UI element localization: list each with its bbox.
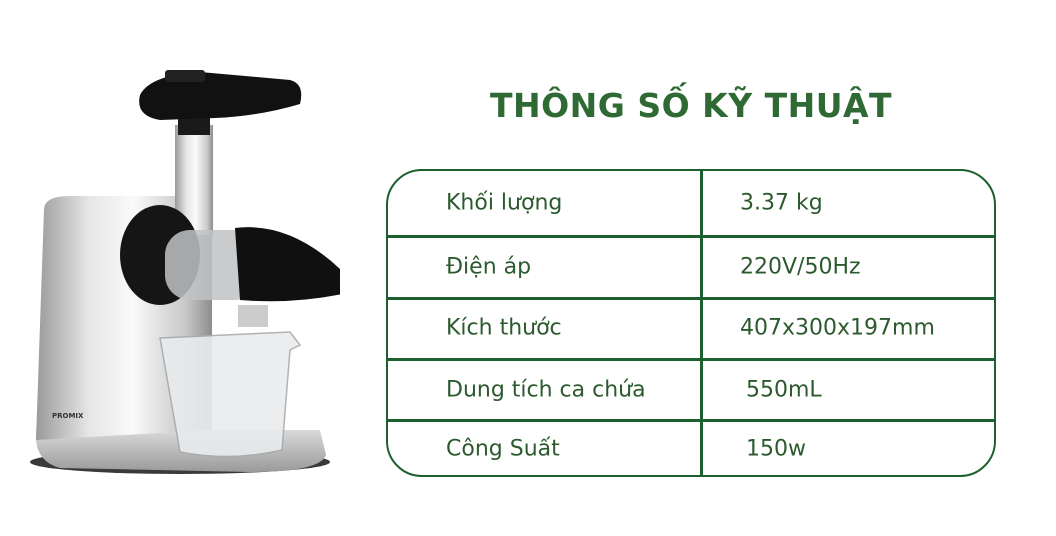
spec-label: Dung tích ca chứa xyxy=(446,377,646,403)
row-divider xyxy=(388,297,994,300)
spec-label: Khối lượng xyxy=(446,190,563,216)
spec-row-voltage: Điện áp 220V/50Hz xyxy=(388,237,994,297)
row-divider xyxy=(388,235,994,238)
spec-value: 220V/50Hz xyxy=(740,254,861,280)
spec-label: Kích thước xyxy=(446,315,562,341)
spec-row-capacity: Dung tích ca chứa 550mL xyxy=(388,360,994,420)
spec-row-weight: Khối lượng 3.37 kg xyxy=(388,171,994,235)
spec-value: 3.37 kg xyxy=(740,190,823,216)
spec-value: 550mL xyxy=(746,377,822,403)
spec-label: Điện áp xyxy=(446,254,532,280)
spec-row-dimensions: Kích thước 407x300x197mm xyxy=(388,299,994,357)
promix-logo: PROMIX xyxy=(52,412,84,420)
spec-label: Công Suất xyxy=(446,436,560,462)
page-title: THÔNG SỐ KỸ THUẬT xyxy=(489,86,893,125)
row-divider xyxy=(388,419,994,422)
spec-table: Khối lượng 3.37 kg Điện áp 220V/50Hz Kíc… xyxy=(386,169,996,477)
slow-juicer-image: PROMIX xyxy=(30,70,340,474)
column-divider xyxy=(700,171,703,475)
spec-value: 150w xyxy=(746,436,806,462)
spec-row-power: Công Suất 150w xyxy=(388,421,994,475)
row-divider xyxy=(388,358,994,361)
spec-value: 407x300x197mm xyxy=(740,315,935,341)
svg-text:PROMIX: PROMIX xyxy=(52,412,84,420)
